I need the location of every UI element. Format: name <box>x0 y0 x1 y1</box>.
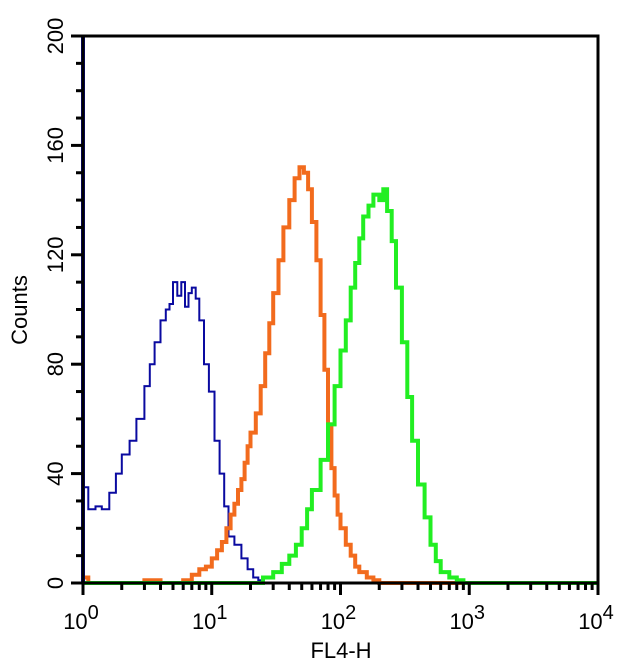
y-axis: 0 40 80 120 160 200 <box>43 18 83 589</box>
x-tick-label: 103 <box>449 602 485 634</box>
series-2-curve <box>83 187 598 585</box>
x-axis: 100 101 102 103 104 <box>63 583 614 634</box>
plot-frame <box>81 34 600 585</box>
y-tick-label: 160 <box>43 127 68 164</box>
y-tick-label: 40 <box>43 461 68 485</box>
x-tick-label: 104 <box>578 602 614 634</box>
y-tick-label: 200 <box>43 18 68 55</box>
histogram-curves <box>81 36 598 585</box>
x-tick-label: 102 <box>321 602 357 634</box>
y-tick-label: 120 <box>43 236 68 273</box>
series-1-curve <box>83 165 470 585</box>
x-tick-label: 101 <box>192 602 228 634</box>
y-tick-label: 0 <box>43 577 68 589</box>
x-axis-title: FL4-H <box>310 638 371 663</box>
series-0-curve <box>83 281 380 584</box>
y-tick-label: 80 <box>43 352 68 376</box>
y-axis-title: Counts <box>7 275 32 345</box>
x-tick-label: 100 <box>63 602 99 634</box>
